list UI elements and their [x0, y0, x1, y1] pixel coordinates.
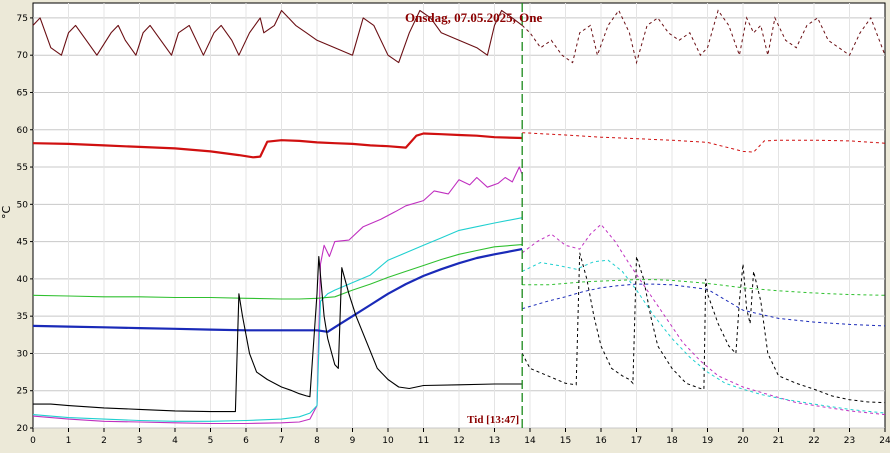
x-tick-label: 9	[350, 436, 356, 446]
y-tick-label: 45	[17, 238, 28, 248]
series-line-forecast	[521, 259, 886, 414]
series-line-forecast	[522, 283, 886, 327]
x-tick-label: 10	[382, 436, 394, 446]
x-tick-label: 3	[137, 436, 143, 446]
y-tick-label: 70	[17, 51, 29, 61]
x-tick-label: 14	[524, 436, 536, 446]
x-tick-label: 19	[702, 436, 714, 446]
x-tick-label: 2	[101, 436, 107, 446]
y-tick-label: 25	[17, 387, 28, 397]
y-tick-label: 75	[17, 14, 28, 24]
series-line-actual	[32, 166, 523, 425]
series-line-actual	[32, 248, 523, 333]
series-line-forecast	[522, 132, 886, 153]
x-tick-label: 15	[560, 436, 571, 446]
x-tick-label: 13	[489, 436, 500, 446]
x-tick-label: 12	[453, 436, 464, 446]
y-tick-label: 40	[17, 275, 29, 285]
x-tick-label: 5	[208, 436, 214, 446]
series-group	[32, 9, 886, 425]
current-time-label: Tid [13:47]	[467, 414, 519, 426]
x-tick-label: 1	[66, 436, 72, 446]
series-line-actual	[32, 244, 523, 300]
chart-title: Onsdag, 07.05.2025, One	[405, 10, 542, 25]
y-tick-label: 60	[17, 126, 29, 136]
x-tick-label: 0	[30, 436, 36, 446]
x-tick-label: 22	[808, 436, 819, 446]
series-line-forecast	[521, 223, 886, 416]
y-tick-label: 35	[17, 312, 28, 322]
y-tick-label: 50	[17, 200, 29, 210]
y-axis-label: °C	[0, 206, 13, 220]
y-tick-label: 20	[17, 424, 29, 434]
x-tick-label: 11	[418, 436, 429, 446]
x-tick-label: 23	[844, 436, 855, 446]
y-tick-label: 65	[17, 88, 28, 98]
x-tick-label: 17	[631, 436, 642, 446]
series-line-forecast	[521, 9, 886, 65]
x-tick-label: 18	[666, 436, 678, 446]
series-line-actual	[32, 9, 523, 64]
x-tick-label: 6	[243, 436, 249, 446]
x-tick-label: 8	[314, 436, 320, 446]
x-tick-label: 21	[773, 436, 784, 446]
y-tick-label: 30	[17, 349, 29, 359]
x-tick-label: 24	[879, 436, 890, 446]
series-line-actual	[32, 132, 523, 159]
x-tick-label: 20	[737, 436, 749, 446]
y-tick-label: 55	[17, 163, 28, 173]
x-tick-label: 16	[595, 436, 607, 446]
x-tick-label: 7	[279, 436, 285, 446]
series-line-actual	[33, 255, 523, 413]
x-tick-label: 4	[172, 436, 178, 446]
